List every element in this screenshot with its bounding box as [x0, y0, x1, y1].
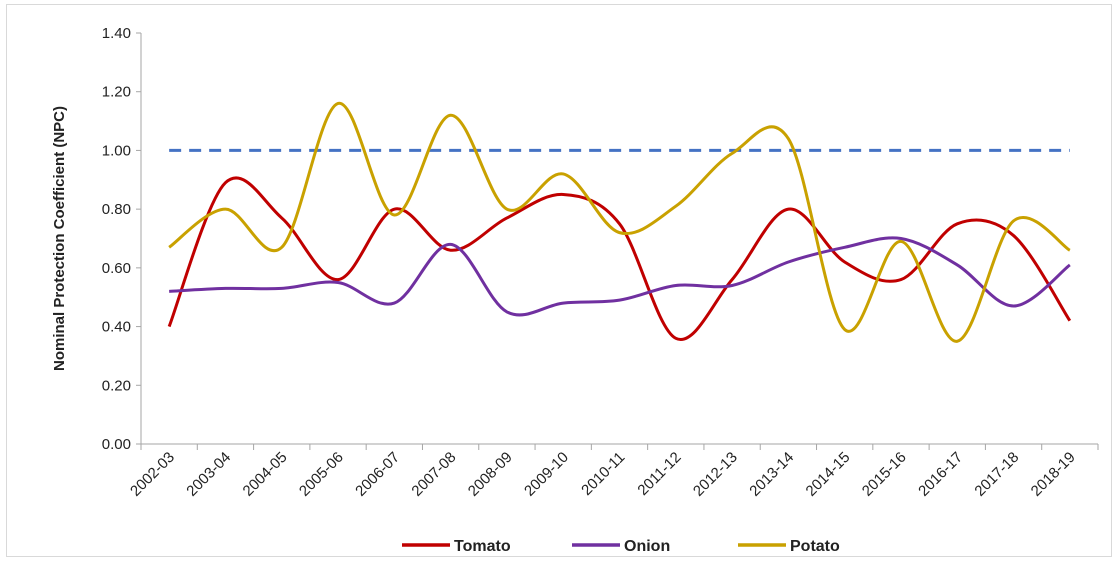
x-tick-label: 2002-03 [127, 449, 178, 500]
series-line-potato [168, 101, 1071, 343]
legend-item-onion: Onion [572, 538, 670, 555]
x-tick-label: 2016-17 [915, 449, 966, 500]
series-lines [167, 101, 1072, 343]
legend: Tomato Onion Potato [402, 538, 840, 555]
series-line-tomato [167, 176, 1072, 341]
x-tick-label: 2009-10 [521, 449, 572, 500]
axes [140, 33, 1098, 445]
y-tick-label: 0.60 [102, 260, 131, 277]
series-line-onion [169, 236, 1071, 317]
chart-frame [6, 4, 1112, 557]
x-tick-label: 2014-15 [803, 449, 854, 500]
x-tick-label: 2012-13 [690, 449, 741, 500]
x-tick-label: 2013-14 [746, 449, 797, 500]
x-tick-label: 2005-06 [296, 449, 347, 500]
x-tick-label: 2007-08 [408, 449, 459, 500]
y-tick-label: 0.20 [102, 377, 131, 394]
x-tick-label: 2018-19 [1028, 449, 1079, 500]
legend-item-potato: Potato [738, 538, 840, 555]
y-axis-label: Nominal Protection Coefficient (NPC) [51, 106, 68, 371]
y-tick-label: 1.20 [102, 84, 131, 101]
legend-label: Onion [624, 538, 670, 555]
y-tick-label: 1.40 [102, 25, 131, 42]
y-tick-label: 0.80 [102, 201, 131, 218]
x-tick-label: 2011-12 [634, 449, 684, 499]
y-axis-ticks: 0.00 0.20 0.40 0.60 0.80 1.00 1.20 1.40 [102, 25, 141, 453]
x-tick-label: 2006-07 [352, 449, 403, 500]
x-tick-label: 2017-18 [971, 449, 1022, 500]
y-tick-label: 0.00 [102, 436, 131, 453]
y-tick-label: 1.00 [102, 142, 131, 159]
x-tick-label: 2003-04 [183, 449, 234, 500]
y-tick-label: 0.40 [102, 319, 131, 336]
x-tick-label: 2008-09 [465, 449, 516, 500]
x-axis-ticks: 2002-03 2003-04 2004-05 2005-06 2006-07 2007-… [127, 444, 1099, 500]
legend-label: Potato [790, 538, 840, 555]
x-tick-label: 2004-05 [240, 449, 291, 500]
x-tick-label: 2010-11 [578, 449, 628, 499]
legend-label: Tomato [454, 538, 511, 555]
legend-item-tomato: Tomato [402, 538, 511, 555]
x-tick-label: 2015-16 [859, 449, 910, 500]
